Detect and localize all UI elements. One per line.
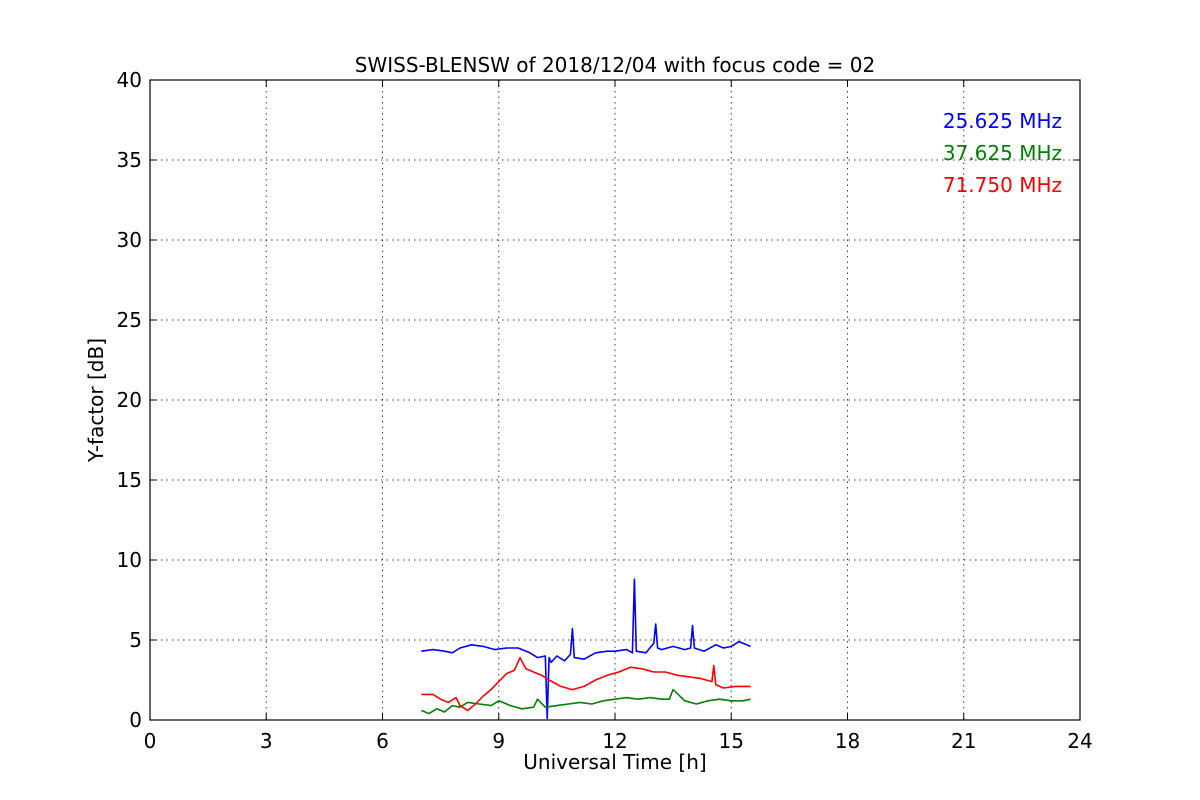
series-layer — [420, 578, 751, 720]
series-line-1 — [421, 578, 751, 720]
y-tick-label: 10 — [117, 548, 142, 572]
x-tick-label: 0 — [144, 729, 157, 753]
series-line-3 — [421, 656, 751, 712]
chart-title: SWISS-BLENSW of 2018/12/04 with focus co… — [355, 53, 876, 77]
tick-labels: 0 3 6 9 12 15 18 21 24 0 5 10 15 20 25 30 35 40 — [117, 68, 1093, 753]
y-tick-label: 0 — [129, 708, 142, 732]
y-tick-label: 5 — [129, 628, 142, 652]
y-tick-label: 15 — [117, 468, 142, 492]
legend-entry-2: 37.625 MHz — [943, 141, 1062, 165]
x-tick-label: 6 — [376, 729, 389, 753]
x-axis-title: Universal Time [h] — [523, 750, 706, 774]
y-axis-title: Y-factor [dB] — [84, 338, 108, 463]
x-tick-label: 12 — [602, 729, 627, 753]
ticks — [149, 79, 1081, 721]
legend-entry-1: 25.625 MHz — [943, 109, 1062, 133]
y-tick-label: 25 — [117, 308, 142, 332]
legend-entry-3: 71.750 MHz — [943, 173, 1062, 197]
x-tick-label: 3 — [260, 729, 273, 753]
y-tick-label: 30 — [117, 228, 142, 252]
x-tick-label: 18 — [835, 729, 860, 753]
y-tick-label: 40 — [117, 68, 142, 92]
x-tick-label: 15 — [719, 729, 744, 753]
x-tick-label: 9 — [492, 729, 505, 753]
series-line-2 — [420, 688, 751, 715]
grid — [150, 80, 1080, 720]
y-tick-label: 20 — [117, 388, 142, 412]
y-tick-label: 35 — [117, 148, 142, 172]
x-tick-label: 21 — [951, 729, 976, 753]
x-tick-label: 24 — [1067, 729, 1092, 753]
legend: 25.625 MHz 37.625 MHz 71.750 MHz — [943, 109, 1062, 197]
